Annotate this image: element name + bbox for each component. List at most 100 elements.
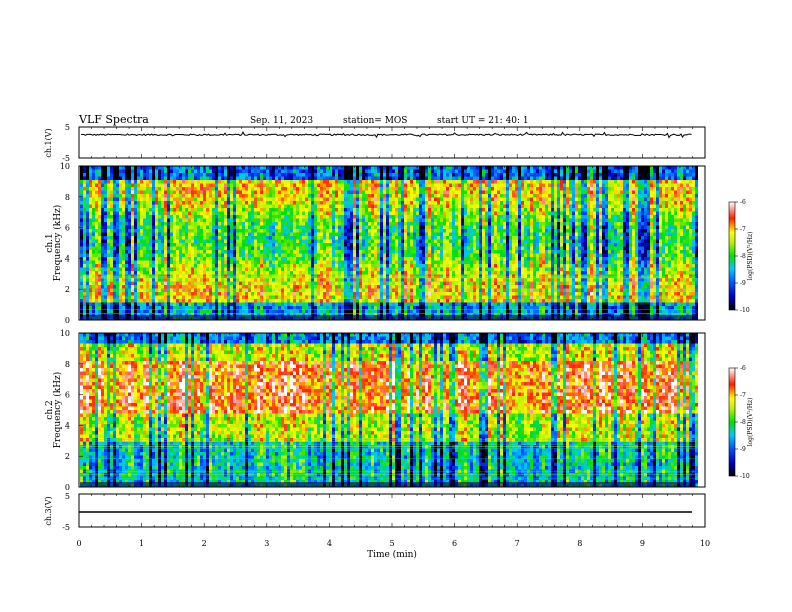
spectrogram-cell (203, 267, 206, 272)
spectrogram-cell (203, 239, 206, 244)
spectrogram-cell (197, 183, 200, 188)
spectrogram-cell (329, 232, 332, 237)
spectrogram-cell (134, 215, 137, 219)
spectrogram-cell (383, 187, 386, 191)
spectrogram-cell (128, 211, 131, 216)
spectrogram-cell (83, 257, 86, 261)
spectrogram-cell (293, 246, 296, 251)
spectrogram-cell (224, 173, 227, 177)
spectrogram-cell (350, 169, 353, 174)
spectrogram-cell (137, 211, 140, 216)
spectrogram-cell (344, 180, 347, 184)
spectrogram-cell (170, 313, 173, 317)
spectrogram-cell (95, 211, 98, 216)
spectrogram-cell (131, 288, 134, 293)
spectrogram-cell (293, 257, 296, 261)
spectrogram-cell (89, 267, 92, 272)
spectrogram-cell (233, 278, 236, 282)
spectrogram-cell (332, 239, 335, 244)
spectrogram-cell (209, 229, 212, 233)
spectrogram-cell (245, 166, 248, 170)
spectrogram-cell (281, 299, 284, 303)
spectrogram-cell (266, 278, 269, 282)
spectrogram-cell (89, 222, 92, 226)
spectrogram-cell (269, 278, 272, 282)
spectrogram-cell (107, 215, 110, 219)
spectrogram-cell (341, 267, 344, 272)
spectrogram-cell (197, 215, 200, 219)
spectrogram-cell (248, 309, 251, 314)
spectrogram-cell (146, 176, 149, 181)
spectrogram-cell (128, 215, 131, 219)
spectrogram-cell (410, 201, 413, 205)
spectrogram-cell (134, 201, 137, 205)
spectrogram-cell (305, 299, 308, 303)
spectrogram-cell (377, 194, 380, 198)
spectrogram-cell (248, 187, 251, 191)
spectrogram-cell (119, 295, 122, 300)
spectrogram-cell (122, 183, 125, 188)
spectrogram-cell (122, 292, 125, 296)
spectrogram-cell (251, 190, 254, 195)
spectrogram-cell (119, 180, 122, 184)
spectrogram-cell (221, 264, 224, 268)
spectrogram-cell (344, 190, 347, 195)
spectrogram-cell (212, 302, 215, 307)
spectrogram-cell (242, 250, 245, 254)
spectrogram-cell (83, 236, 86, 240)
spectrogram-cell (380, 169, 383, 174)
spectrogram-cell (275, 190, 278, 195)
spectrogram-cell (374, 211, 377, 216)
spectrogram-cell (200, 253, 203, 258)
spectrogram-cell (98, 208, 101, 212)
spectrogram-cell (311, 173, 314, 177)
spectrogram-cell (137, 295, 140, 300)
spectrogram-cell (143, 288, 146, 293)
spectrogram-cell (185, 187, 188, 191)
spectrogram-cell (140, 271, 143, 275)
spectrogram-cell (350, 274, 353, 279)
spectrogram-cell (152, 215, 155, 219)
spectrogram-cell (284, 187, 287, 191)
spectrogram-cell (80, 285, 83, 289)
spectrogram-cell (185, 295, 188, 300)
spectrogram-cell (128, 299, 131, 303)
spectrogram-cell (167, 257, 170, 261)
spectrogram-cell (215, 274, 218, 279)
spectrogram-cell (326, 222, 329, 226)
spectrogram-cell (206, 190, 209, 195)
spectrogram-cell (134, 281, 137, 286)
spectrogram-cell (104, 236, 107, 240)
spectrogram-cell (233, 204, 236, 209)
spectrogram-cell (218, 180, 221, 184)
spectrogram-cell (308, 222, 311, 226)
spectrogram-cell (389, 201, 392, 205)
spectrogram-cell (374, 169, 377, 174)
spectrogram-cell (161, 215, 164, 219)
spectrogram-cell (302, 281, 305, 286)
spectrogram-cell (287, 257, 290, 261)
spectrogram-cell (80, 253, 83, 258)
spectrogram-cell (233, 173, 236, 177)
spectrogram-cell (272, 218, 275, 223)
spectrogram-cell (89, 239, 92, 244)
spectrogram-cell (191, 197, 194, 202)
spectrogram-cell (272, 299, 275, 303)
spectrogram-cell (410, 253, 413, 258)
spectrogram-cell (149, 211, 152, 216)
spectrogram-cell (92, 166, 95, 170)
spectrogram-cell (209, 243, 212, 247)
spectrogram-cell (230, 246, 233, 251)
spectrogram-cell (125, 246, 128, 251)
spectrogram-cell (329, 271, 332, 275)
spectrogram-cell (236, 201, 239, 205)
spectrogram-cell (281, 166, 284, 170)
spectrogram-cell (410, 204, 413, 209)
spectrogram-cell (338, 190, 341, 195)
spectrogram-cell (155, 295, 158, 300)
spectrogram-cell (101, 257, 104, 261)
spectrogram-cell (116, 208, 119, 212)
spectrogram-cell (248, 236, 251, 240)
spectrogram-cell (95, 274, 98, 279)
spectrogram-cell (290, 309, 293, 314)
